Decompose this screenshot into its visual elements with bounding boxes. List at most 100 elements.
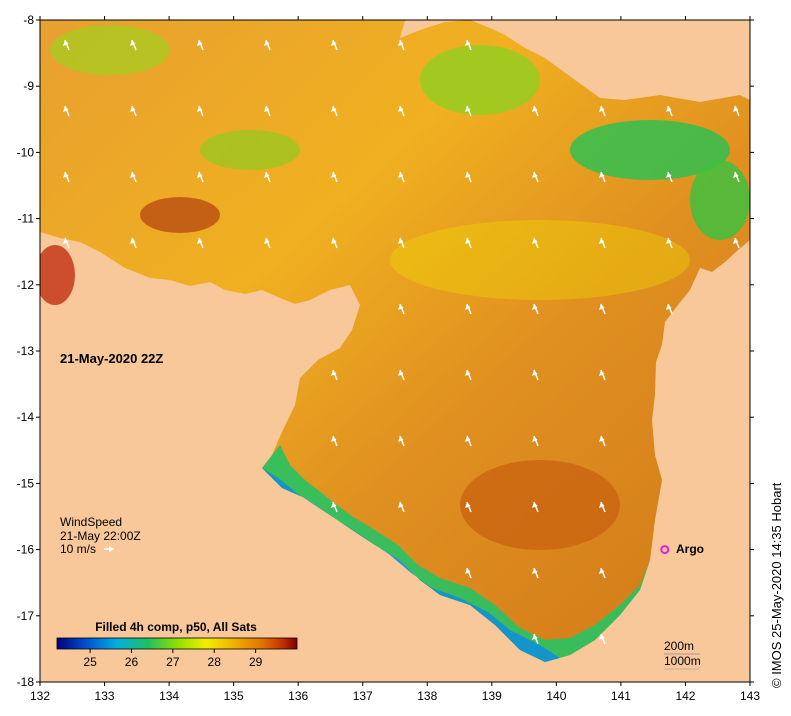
lon-tick-label: 132 — [30, 689, 50, 703]
wind-arrow-icon — [398, 501, 405, 513]
contour-1000m-label: 1000m — [664, 654, 701, 668]
wind-legend: WindSpeed 21-May 22:00Z 10 m/s — [60, 515, 141, 556]
wind-legend-scale: 10 m/s — [60, 542, 96, 556]
wind-arrow-icon — [331, 435, 338, 447]
argo-label: Argo — [676, 542, 704, 556]
wind-arrow-icon — [264, 237, 271, 249]
lat-tick-label: -11 — [18, 212, 35, 226]
wind-arrow-icon — [532, 237, 539, 249]
wind-vectors — [63, 39, 740, 645]
lat-tick-label: -10 — [17, 145, 35, 159]
wind-arrow-icon — [465, 39, 472, 51]
wind-arrow-icon — [465, 567, 472, 579]
wind-arrow-icon — [331, 501, 338, 513]
credit-label: © IMOS 25-May-2020 14:35 Hobart — [769, 482, 784, 688]
wind-arrow-icon — [63, 39, 70, 51]
wind-arrow-icon — [733, 171, 740, 183]
colorbar-ticks: 25 26 27 28 29 — [83, 649, 263, 669]
wind-arrow-icon — [465, 501, 472, 513]
lon-tick-label: 137 — [353, 689, 373, 703]
wind-legend-time: 21-May 22:00Z — [60, 529, 141, 543]
wind-arrow-icon — [599, 105, 606, 117]
lon-tick-label: 142 — [675, 689, 695, 703]
lon-tick-label: 134 — [159, 689, 179, 703]
colorbar-tick-label: 29 — [249, 655, 263, 669]
sea-cool-patch-nw — [50, 25, 170, 75]
wind-arrow-icon — [264, 39, 271, 51]
wind-arrow-icon — [130, 105, 137, 117]
wind-arrow-icon — [465, 435, 472, 447]
longitude-axis: 132 133 134 135 136 137 138 139 140 141 142 143 — [30, 16, 760, 703]
wind-arrow-icon — [599, 435, 606, 447]
wind-arrow-icon — [465, 237, 472, 249]
wind-arrow-icon — [331, 39, 338, 51]
wind-arrow-icon — [465, 303, 472, 315]
wind-legend-title: WindSpeed — [60, 515, 122, 529]
lon-tick-label: 141 — [611, 689, 631, 703]
wind-arrow-icon — [599, 567, 606, 579]
colorbar-tick-label: 26 — [125, 655, 139, 669]
wind-arrow-icon — [532, 303, 539, 315]
sea-yellow-band — [390, 220, 690, 300]
wind-arrow-icon — [666, 171, 673, 183]
wind-arrow-icon — [398, 303, 405, 315]
wind-arrow-icon — [197, 171, 204, 183]
wind-arrow-icon — [63, 171, 70, 183]
wind-arrow-icon — [666, 237, 673, 249]
lat-tick-label: -15 — [17, 476, 35, 490]
lon-tick-label: 138 — [417, 689, 437, 703]
wind-arrow-icon — [532, 567, 539, 579]
lat-tick-label: -13 — [17, 344, 35, 358]
wind-arrow-icon — [398, 39, 405, 51]
wind-arrow-icon — [197, 105, 204, 117]
date-label: 21-May-2020 22Z — [60, 351, 163, 366]
wind-arrow-icon — [733, 105, 740, 117]
sea-cool-patch-w — [200, 130, 300, 170]
wind-arrow-icon — [532, 171, 539, 183]
wind-arrow-icon — [599, 633, 606, 645]
wind-arrow-icon — [465, 369, 472, 381]
sea-warm-core — [460, 460, 620, 550]
wind-arrow-icon — [599, 303, 606, 315]
colorbar-tick-label: 25 — [83, 655, 97, 669]
lat-tick-label: -8 — [23, 13, 34, 27]
wind-arrow-icon — [599, 171, 606, 183]
wind-arrow-icon — [532, 369, 539, 381]
wind-arrow-icon — [264, 171, 271, 183]
lat-tick-label: -16 — [17, 543, 35, 557]
sst-colorbar: Filled 4h comp, p50, All Sats 25 26 27 28 29 — [56, 620, 298, 669]
sea-warm-west — [140, 197, 220, 233]
wind-arrow-icon — [532, 105, 539, 117]
lon-tick-label: 135 — [224, 689, 244, 703]
wind-arrow-icon — [331, 237, 338, 249]
wind-arrow-icon — [197, 39, 204, 51]
wind-arrow-icon — [465, 105, 472, 117]
lat-tick-label: -14 — [17, 410, 35, 424]
wind-arrow-icon — [398, 105, 405, 117]
sea-cool-patch-n — [420, 45, 540, 115]
wind-arrow-icon — [130, 39, 137, 51]
colorbar-title: Filled 4h comp, p50, All Sats — [95, 620, 257, 634]
colorbar-tick-label: 27 — [166, 655, 180, 669]
wind-arrow-icon — [264, 105, 271, 117]
wind-arrow-icon — [666, 105, 673, 117]
wind-arrow-icon — [130, 237, 137, 249]
wind-arrow-icon — [331, 369, 338, 381]
colorbar-gradient — [56, 637, 298, 650]
wind-arrow-icon — [63, 105, 70, 117]
lat-tick-label: -12 — [17, 278, 35, 292]
sea-warm-sw — [40, 245, 75, 305]
wind-arrow-icon — [532, 501, 539, 513]
wind-arrow-icon — [532, 435, 539, 447]
wind-arrow-icon — [398, 435, 405, 447]
wind-arrow-icon — [599, 237, 606, 249]
lon-tick-label: 133 — [95, 689, 115, 703]
wind-arrow-icon — [398, 171, 405, 183]
sea-cool-patch-ne2 — [690, 160, 750, 240]
lon-tick-label: 140 — [546, 689, 566, 703]
argo-marker: Argo — [660, 542, 704, 556]
wind-arrow-icon — [197, 237, 204, 249]
argo-float-icon — [660, 545, 670, 555]
lon-tick-label: 136 — [288, 689, 308, 703]
